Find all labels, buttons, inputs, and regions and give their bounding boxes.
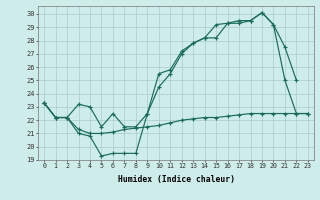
X-axis label: Humidex (Indice chaleur): Humidex (Indice chaleur) — [117, 175, 235, 184]
